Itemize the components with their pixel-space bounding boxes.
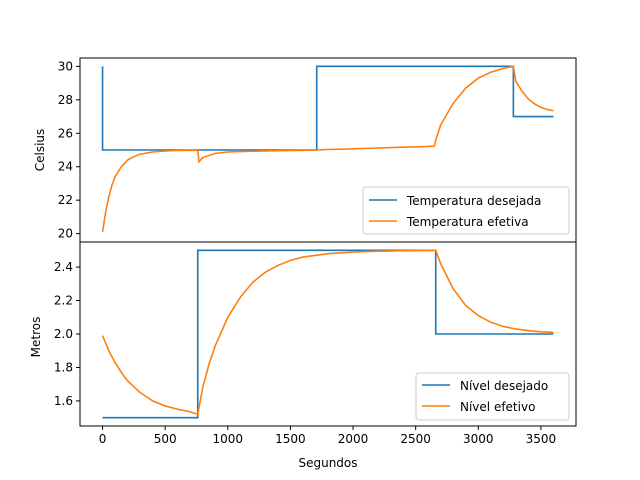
x-tick-label: 1000 <box>213 432 244 446</box>
level-legend-box <box>415 372 570 421</box>
y-tick-label: 22 <box>58 193 73 207</box>
y-tick-label: 26 <box>58 126 73 140</box>
series-line-nivel-desejado <box>102 249 554 419</box>
y-tick-label: 1.6 <box>54 394 73 408</box>
legend-label-nivel-desejado: Nível desejado <box>460 379 548 393</box>
y-tick-label: 30 <box>58 59 73 73</box>
level-y-axis-label: Metros <box>29 317 43 358</box>
temperature-legend: Temperatura desejada Temperatura efetiva <box>362 186 570 235</box>
x-tick-label: 500 <box>154 432 177 446</box>
x-tick-label: 3500 <box>526 432 557 446</box>
y-tick-label: 24 <box>58 160 73 174</box>
y-tick-label: 1.8 <box>54 360 73 374</box>
legend-label-nivel-efetivo: Nível efetivo <box>460 400 535 414</box>
x-tick-label: 0 <box>99 432 107 446</box>
level-plot-area <box>101 249 554 419</box>
y-tick-label: 28 <box>58 93 73 107</box>
x-tick-label: 2500 <box>400 432 431 446</box>
level-legend: Nível desejado Nível efetivo <box>415 372 570 421</box>
legend-label-temperatura-efetiva: Temperatura efetiva <box>406 215 529 229</box>
x-tick-label: 3000 <box>463 432 494 446</box>
y-tick-label: 20 <box>58 227 73 241</box>
y-tick-label: 2.4 <box>54 260 73 274</box>
x-tick-label: 1500 <box>275 432 306 446</box>
temperature-panel: Celsius Temperatura desejada Temperatura… <box>33 57 577 243</box>
x-axis-label: Segundos <box>298 456 357 470</box>
temperature-legend-box <box>362 186 570 235</box>
y-tick-label: 2.2 <box>54 294 73 308</box>
y-tick-label: 2.0 <box>54 327 73 341</box>
temperature-y-axis-label: Celsius <box>33 129 47 172</box>
x-tick-label: 2000 <box>338 432 369 446</box>
series-line-nivel-efetivo <box>101 249 554 416</box>
level-panel: Metros Segundos Nível desejado Nível efe… <box>29 241 577 470</box>
series-line-temperatura-efetiva <box>101 65 554 233</box>
series-line-temperatura-desejada <box>101 65 554 151</box>
temperature-plot-area <box>101 65 554 233</box>
legend-label-temperatura-desejada: Temperatura desejada <box>406 194 541 208</box>
